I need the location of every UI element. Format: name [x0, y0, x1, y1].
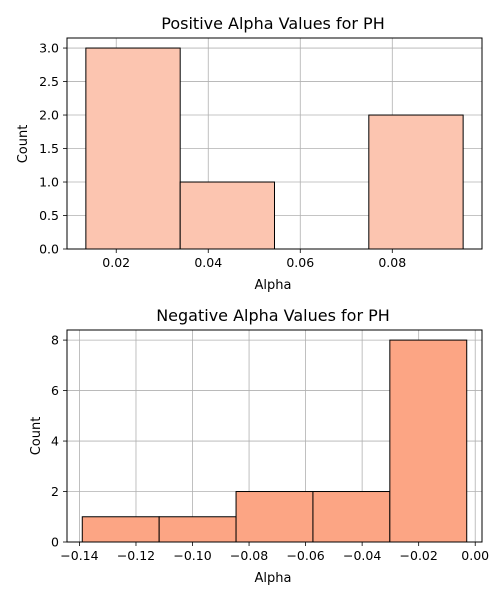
- y-tick-label: 2: [51, 484, 59, 499]
- bars: [81, 339, 468, 543]
- histogram-bar: [368, 114, 464, 250]
- axes-frame: [66, 37, 483, 250]
- y-tick-label: 1.5: [39, 141, 59, 156]
- histogram-bar: [85, 47, 181, 250]
- histogram-bar: [235, 491, 314, 543]
- chart-title: Negative Alpha Values for PH: [156, 306, 390, 325]
- x-tick-label: 0.00: [461, 548, 489, 563]
- y-tick-label: 3.0: [39, 41, 59, 56]
- y-tick-label: 4: [51, 434, 59, 449]
- x-tick-label: −0.12: [117, 548, 155, 563]
- bars: [85, 47, 464, 250]
- y-tick-label: 2.0: [39, 108, 59, 123]
- histogram-bar: [158, 516, 237, 543]
- y-tick-label: 8: [51, 333, 59, 348]
- x-axis-label: Alpha: [255, 278, 292, 293]
- histogram-bar: [179, 181, 276, 250]
- x-tick-label: 0.02: [102, 255, 130, 270]
- y-tick-label: 6: [51, 383, 59, 398]
- histogram-bar: [81, 516, 160, 543]
- y-tick-label: 0: [51, 535, 59, 550]
- x-tick-label: −0.08: [230, 548, 268, 563]
- y-tick-label: 0.5: [39, 208, 59, 223]
- histogram-bar: [312, 491, 391, 543]
- y-axis-label: Count: [16, 125, 31, 164]
- axes-frame: [66, 329, 483, 543]
- x-axis-label: Alpha: [255, 571, 292, 586]
- x-tick-label: −0.10: [173, 548, 211, 563]
- negative-alpha-histogram: Negative Alpha Values for PH Alpha Count…: [29, 306, 489, 586]
- y-tick-label: 2.5: [39, 74, 59, 89]
- y-tick-label: 1.0: [39, 175, 59, 190]
- x-tick-label: 0.08: [378, 255, 406, 270]
- x-tick-label: −0.06: [286, 548, 324, 563]
- x-tick-label: −0.14: [60, 548, 98, 563]
- histogram-bar: [389, 339, 468, 543]
- chart-title: Positive Alpha Values for PH: [161, 14, 384, 33]
- y-tick-label: 0.0: [39, 242, 59, 257]
- x-tick-label: −0.02: [400, 548, 438, 563]
- x-tick-label: 0.04: [194, 255, 222, 270]
- x-tick-label: 0.06: [286, 255, 314, 270]
- positive-alpha-histogram: Positive Alpha Values for PH Alpha Count…: [16, 14, 483, 293]
- y-axis-label: Count: [29, 417, 44, 456]
- x-tick-label: −0.04: [343, 548, 381, 563]
